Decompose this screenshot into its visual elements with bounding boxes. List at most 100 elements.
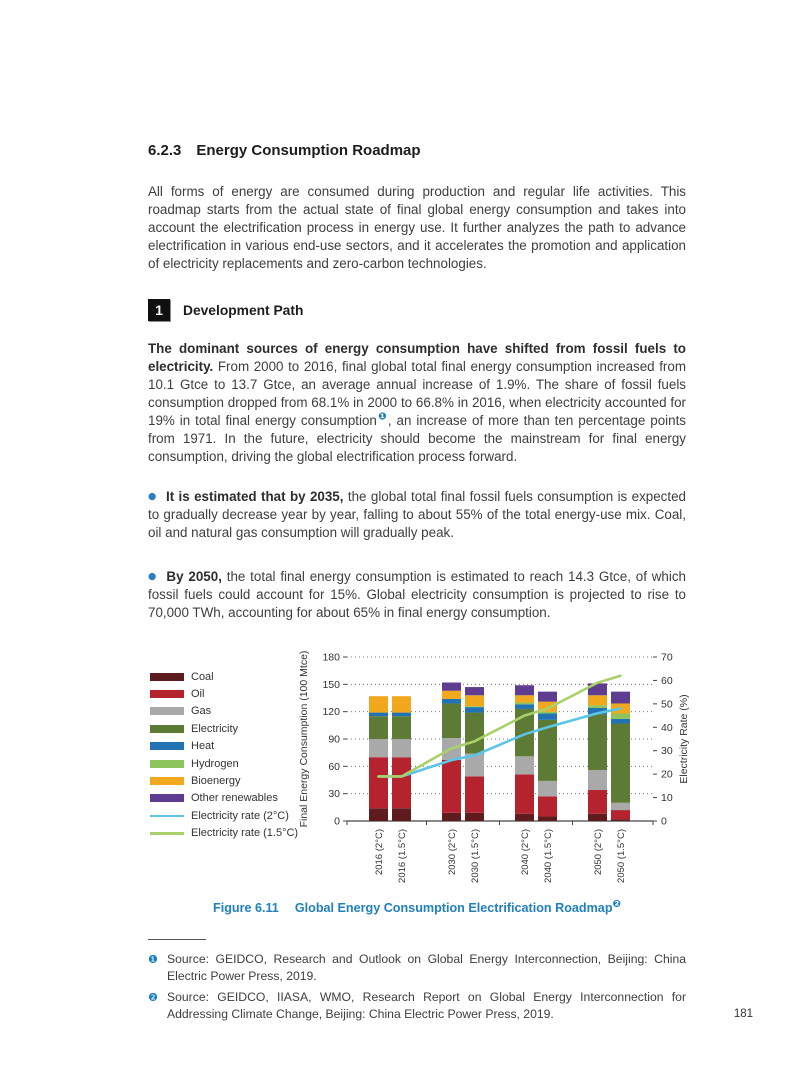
bar-segment-electricity bbox=[611, 723, 630, 803]
bar-segment-heat bbox=[611, 718, 630, 724]
legend-item-other-renewables: Other renewables bbox=[150, 790, 295, 807]
left-axis-tick-label: 120 bbox=[322, 706, 340, 718]
bar-segment-oil bbox=[392, 757, 411, 809]
x-tick-label: 2040 (2°C) bbox=[520, 829, 531, 875]
bullet-text: the global total final fossil fuels cons… bbox=[148, 489, 686, 540]
bar-segment-bioenergy bbox=[465, 695, 484, 707]
bar-segment-oil bbox=[369, 757, 388, 809]
figure-caption: Figure 6.11 Global Energy Consumption Ele… bbox=[148, 898, 686, 915]
footnote-text-2: Source: GEIDCO, IIASA, WMO, Research Rep… bbox=[167, 990, 686, 1021]
legend-item-heat: Heat bbox=[150, 738, 295, 755]
legend-item-electricity-rate-1-5-c: Electricity rate (1.5°C) bbox=[150, 825, 298, 842]
page-content: 6.2.3 Energy Consumption Roadmap All form… bbox=[148, 142, 690, 1027]
paragraph-lead-bold: The dominant sources of energy consumpti… bbox=[148, 341, 686, 374]
left-axis-tick-label: 0 bbox=[334, 816, 340, 828]
left-axis-title: Final Energy Consumption (100 Mtce) bbox=[298, 651, 310, 828]
bar-segment-heat bbox=[515, 704, 534, 709]
bar-segment-heat bbox=[369, 712, 388, 717]
legend-swatch-icon bbox=[150, 777, 184, 786]
legend-label: Bioenergy bbox=[191, 775, 241, 788]
intro-paragraph: All forms of energy are consumed during … bbox=[148, 184, 686, 271]
x-tick-label: 2030 (2°C) bbox=[447, 829, 458, 875]
bar-segment-bioenergy bbox=[369, 696, 388, 713]
bullet-item-2035: ● It is estimated that by 2035, the globa… bbox=[148, 488, 686, 542]
bar-segment-hydrogen bbox=[611, 713, 630, 719]
bar-segment-heat bbox=[442, 698, 461, 704]
bar-segment-other-renewables bbox=[538, 691, 557, 702]
bullet-lead-bold: By 2050, bbox=[166, 569, 222, 584]
legend-swatch-icon bbox=[150, 794, 184, 803]
bar-segment-bioenergy bbox=[538, 701, 557, 712]
right-axis-tick-label: 60 bbox=[661, 675, 673, 687]
legend-label: Coal bbox=[191, 670, 214, 683]
legend-label: Heat bbox=[191, 740, 215, 753]
footnote-divider bbox=[148, 939, 206, 940]
right-axis-tick-label: 50 bbox=[661, 698, 673, 710]
footnotes-section: ❶ Source: GEIDCO, Research and Outlook on… bbox=[148, 939, 686, 1023]
legend-item-hydrogen: Hydrogen bbox=[150, 755, 295, 772]
section-number: 6.2.3 bbox=[148, 142, 182, 159]
right-axis-tick-label: 30 bbox=[661, 745, 673, 757]
left-axis-tick-label: 30 bbox=[328, 788, 340, 800]
legend-label: Electricity rate (2°C) bbox=[191, 809, 289, 822]
left-axis-tick-label: 60 bbox=[328, 761, 340, 773]
footnote-text-1: Source: GEIDCO, Research and Outlook on … bbox=[167, 952, 686, 983]
legend-label: Oil bbox=[191, 688, 205, 701]
page-number: 181 bbox=[733, 1008, 753, 1020]
rate-line-electricity-rate-2-c bbox=[377, 707, 622, 778]
legend-item-bioenergy: Bioenergy bbox=[150, 772, 295, 789]
legend-swatch-icon bbox=[150, 724, 184, 733]
paragraph-text-cont: , an increase of more than ten percentag… bbox=[148, 413, 686, 464]
legend-swatch-icon bbox=[150, 690, 184, 699]
bar-segment-coal bbox=[392, 808, 411, 821]
footnote-ref-2: ❷ bbox=[612, 898, 621, 910]
x-tick-label: 2016 (1.5°C) bbox=[397, 829, 408, 883]
bar-segment-heat bbox=[465, 707, 484, 713]
bullet-item-2050: ● By 2050, the total final energy consump… bbox=[148, 568, 686, 622]
subsection-title: Development Path bbox=[183, 302, 304, 318]
legend-item-coal: Coal bbox=[150, 668, 295, 685]
subsection-number-badge: 1 bbox=[148, 299, 170, 321]
bar-segment-coal bbox=[465, 812, 484, 821]
bullet-text: the total final energy consumption is es… bbox=[148, 569, 686, 620]
bar-segment-bioenergy bbox=[588, 695, 607, 706]
section-title: Energy Consumption Roadmap bbox=[196, 142, 421, 159]
rate-line-electricity-rate-1-5-c bbox=[377, 674, 622, 778]
bar-segment-oil bbox=[465, 776, 484, 813]
section-heading: 6.2.3 Energy Consumption Roadmap bbox=[148, 142, 686, 159]
development-path-paragraph: The dominant sources of energy consumpti… bbox=[148, 340, 686, 466]
bar-segment-other-renewables bbox=[515, 685, 534, 696]
legend-item-electricity-rate-2-c: Electricity rate (2°C) bbox=[150, 807, 295, 824]
bullet-icon: ● bbox=[148, 571, 158, 582]
legend-swatch-icon bbox=[150, 759, 184, 768]
left-axis-tick-label: 150 bbox=[322, 679, 340, 691]
legend-line-icon bbox=[150, 814, 184, 818]
bar-segment-other-renewables bbox=[442, 682, 461, 691]
figure-caption-label: Figure 6.11 bbox=[213, 901, 279, 915]
legend-item-oil: Oil bbox=[150, 685, 295, 702]
right-axis-tick-label: 0 bbox=[661, 816, 667, 828]
x-tick-label: 2030 (1.5°C) bbox=[470, 829, 481, 883]
bar-segment-gas bbox=[611, 802, 630, 811]
bar-segment-oil bbox=[442, 759, 461, 813]
bar-segment-electricity bbox=[392, 716, 411, 739]
right-axis-tick-label: 70 bbox=[661, 652, 673, 664]
footnote-marker-2: ❷ bbox=[148, 991, 158, 1004]
bar-segment-bioenergy bbox=[442, 690, 461, 699]
bar-segment-bioenergy bbox=[392, 696, 411, 713]
bar-segment-electricity bbox=[465, 712, 484, 754]
right-axis-tick-label: 20 bbox=[661, 769, 673, 781]
bullet-lead-bold: It is estimated that by 2035, bbox=[165, 489, 344, 504]
bar-segment-gas bbox=[515, 756, 534, 775]
bullet-icon: ● bbox=[148, 491, 157, 502]
bar-segment-oil bbox=[515, 774, 534, 814]
bar-segment-other-renewables bbox=[465, 687, 484, 696]
bar-segment-electricity bbox=[442, 703, 461, 739]
legend-label: Gas bbox=[191, 705, 212, 718]
bar-segment-other-renewables bbox=[588, 683, 607, 696]
bar-segment-heat bbox=[538, 713, 557, 720]
chart-plot: 0 30 60 90 120 150 180 0 10 20 30 40 50 60 70 2016 (2°C… bbox=[295, 644, 697, 891]
legend-label: Hydrogen bbox=[191, 757, 239, 770]
bar-segment-coal bbox=[611, 819, 630, 821]
